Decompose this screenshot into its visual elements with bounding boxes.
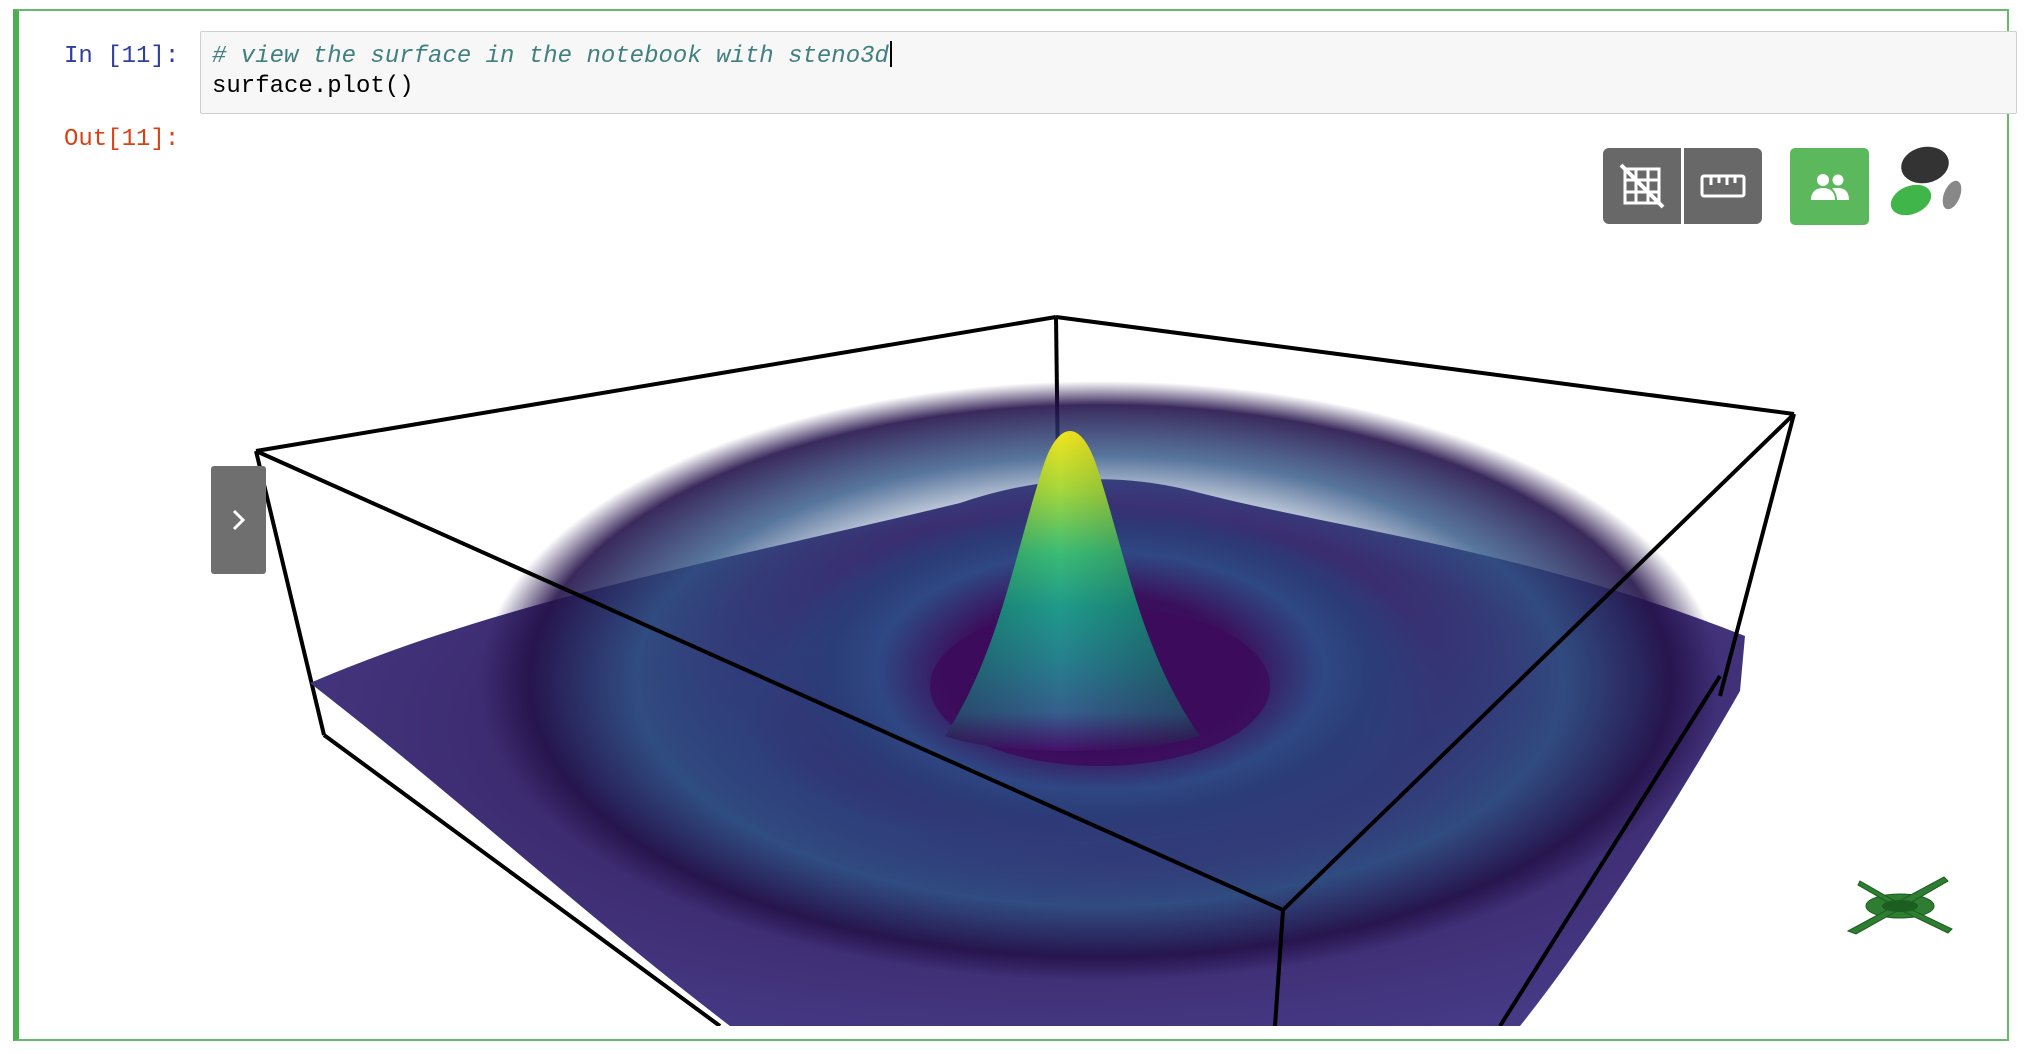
surface-plot-canvas[interactable] <box>200 131 2020 1026</box>
side-panel-toggle[interactable] <box>211 466 266 574</box>
people-icon <box>1810 173 1849 200</box>
steno3d-viewer[interactable] <box>200 131 2020 1026</box>
toolbar-group <box>1603 148 1762 224</box>
text-cursor <box>889 41 892 67</box>
grid-off-icon <box>1619 163 1665 209</box>
grid-toggle-button[interactable] <box>1603 148 1681 224</box>
ruler-button[interactable] <box>1681 148 1762 224</box>
input-prompt: In [11]: <box>64 43 180 70</box>
chevron-right-icon <box>232 509 245 531</box>
code-comment: # view the surface in the notebook with … <box>212 43 889 70</box>
collaborate-button[interactable] <box>1790 148 1869 225</box>
steno3d-logo <box>1890 146 1962 216</box>
code-editor[interactable]: # view the surface in the notebook with … <box>200 31 2017 114</box>
output-prompt: Out[11]: <box>64 126 180 153</box>
axes-orientation-icon[interactable] <box>1840 871 1960 941</box>
code-line: surface.plot() <box>212 73 414 100</box>
bounding-box-back <box>254 315 1795 736</box>
notebook-cell[interactable]: In [11]: # view the surface in the noteb… <box>13 9 2017 1041</box>
ruler-icon <box>1700 174 1746 198</box>
bounding-box-front <box>255 412 1796 1026</box>
